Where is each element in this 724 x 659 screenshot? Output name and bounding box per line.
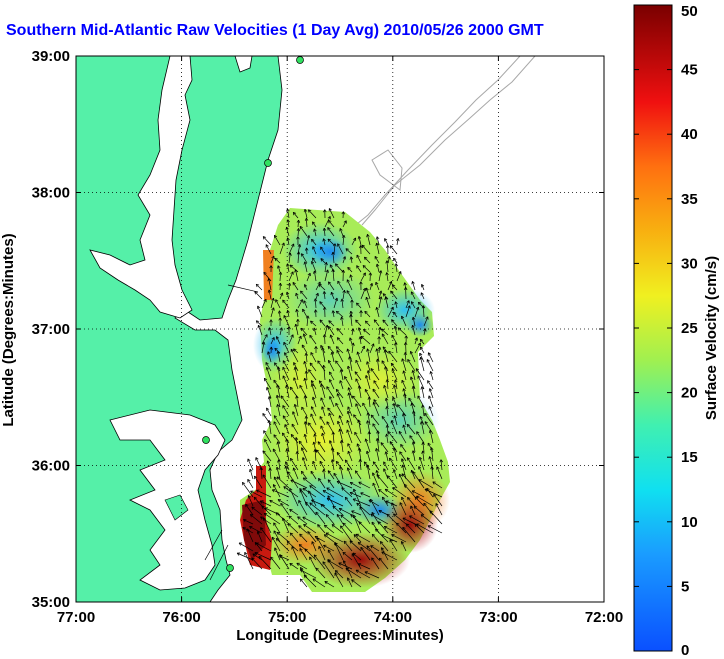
- colorbar-tick-label: 25: [681, 320, 698, 337]
- y-axis: 35:00 36:00 37:00 38:00 39:00: [32, 48, 604, 611]
- colorbar-tick-label: 0: [681, 642, 689, 659]
- x-tick-label: 75:00: [268, 609, 306, 626]
- colorbar-tick-label: 45: [681, 62, 698, 79]
- x-tick-label: 77:00: [57, 609, 95, 626]
- colorbar-tick-label: 30: [681, 255, 698, 272]
- colorbar-tick-label: 35: [681, 191, 698, 208]
- x-tick-label: 72:00: [585, 609, 623, 626]
- y-tick-label: 35:00: [32, 594, 70, 611]
- x-tick-label: 76:00: [162, 609, 200, 626]
- colorbar-tick-label: 40: [681, 126, 698, 143]
- grid-lines: [76, 56, 604, 602]
- colorbar-tick-label: 20: [681, 385, 698, 402]
- colorbar-tick-label: 5: [681, 578, 689, 595]
- y-axis-label: Latitude (Degrees:Minutes): [0, 233, 17, 426]
- colorbar: 0 5 10 15 20 25 30 35 40 45 50 Surface Velocity (c…: [633, 3, 720, 659]
- land: [76, 56, 283, 602]
- colorbar-ticks: 0 5 10 15 20 25 30 35 40 45 50: [634, 3, 698, 659]
- colorbar-tick-label: 10: [681, 514, 698, 531]
- radar-station-markers: [202, 56, 304, 572]
- velocity-field: [240, 208, 450, 592]
- y-tick-label: 36:00: [32, 458, 70, 475]
- colorbar-label: Surface Velocity (cm/s): [703, 256, 720, 420]
- colorbar-tick-label: 15: [681, 449, 698, 466]
- chart-title: Southern Mid-Atlantic Raw Velocities (1 …: [6, 22, 544, 39]
- x-axis: 77:00 76:00 75:00 74:00 73:00 72:00: [57, 56, 623, 626]
- y-tick-label: 37:00: [32, 321, 70, 338]
- colorbar-gradient: [633, 4, 673, 652]
- velocity-vectors: [204, 208, 443, 588]
- x-tick-label: 74:00: [374, 609, 412, 626]
- y-tick-label: 38:00: [32, 185, 70, 202]
- colorbar-tick-label: 50: [681, 3, 698, 20]
- x-axis-label: Longitude (Degrees:Minutes): [236, 627, 444, 644]
- y-tick-label: 39:00: [32, 48, 70, 65]
- x-tick-label: 73:00: [479, 609, 517, 626]
